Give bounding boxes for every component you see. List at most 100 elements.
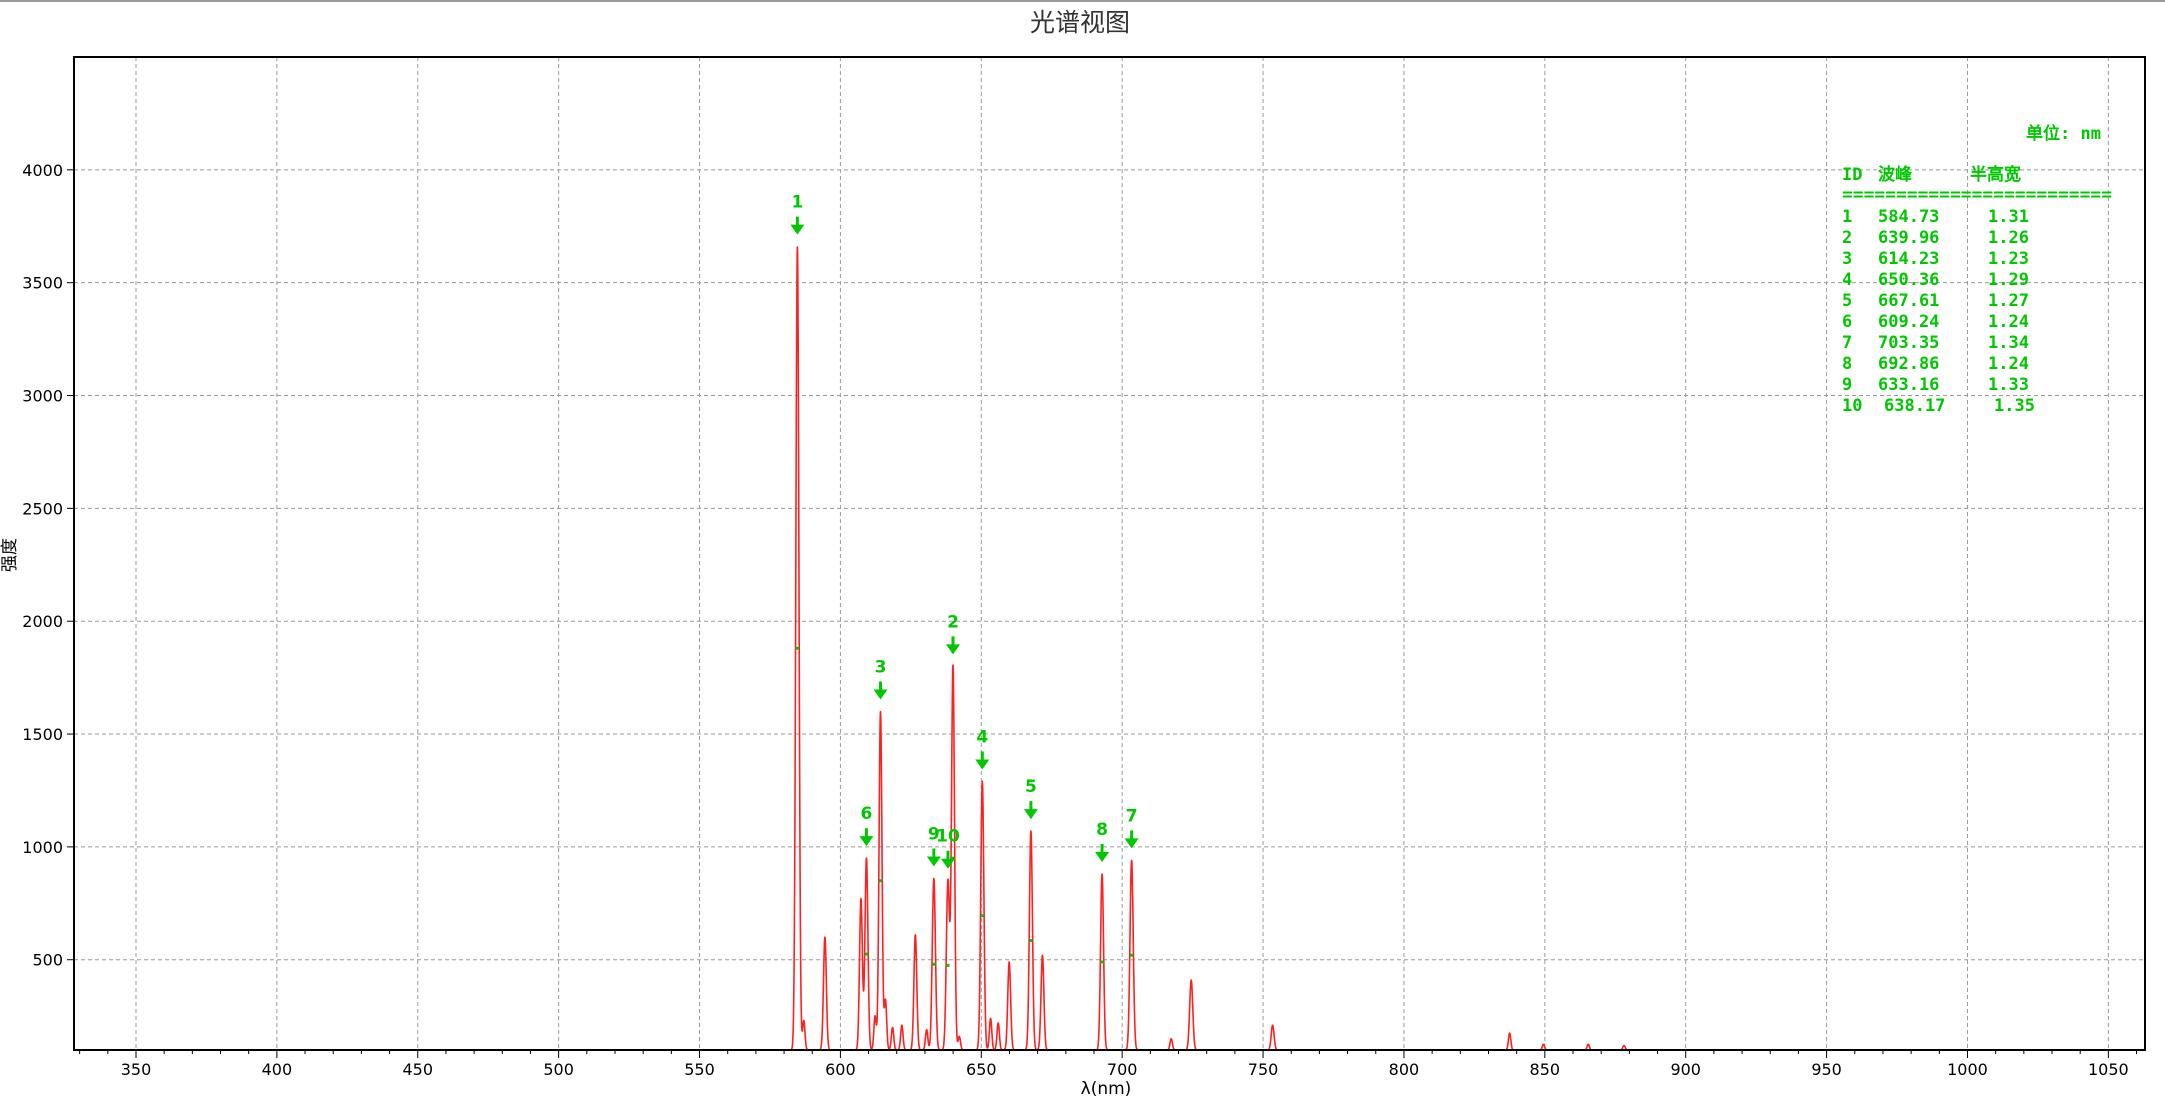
table-cell-id: 8 — [1842, 354, 1852, 374]
x-tick-label: 750 — [1248, 1060, 1279, 1079]
table-cell-id: 10 — [1842, 396, 1862, 416]
table-cell-fwhm: 1.27 — [1988, 291, 2029, 311]
unit-label: 单位: nm — [2026, 123, 2101, 144]
peak-marker-6: 6 — [859, 804, 874, 847]
peak-label: 9 — [928, 824, 940, 844]
y-tick-label: 1500 — [22, 725, 63, 744]
table-cell-id: 5 — [1842, 291, 1852, 311]
table-header-0: ID — [1842, 165, 1862, 185]
peak-arrow-head — [946, 644, 961, 655]
x-tick-label: 700 — [1107, 1060, 1138, 1079]
spectrum-series — [755, 246, 1659, 1051]
x-tick-label: 400 — [262, 1060, 293, 1079]
y-tick-label: 2500 — [22, 499, 63, 518]
peak-label: 6 — [861, 804, 873, 824]
table-separator: ========================= — [1842, 185, 2112, 205]
peak-label: 10 — [936, 827, 960, 847]
peak-arrow-head — [859, 836, 874, 847]
x-tick-label: 1050 — [2088, 1060, 2129, 1079]
table-cell-id: 6 — [1842, 312, 1852, 332]
table-cell-fwhm: 1.26 — [1988, 228, 2029, 248]
peak-marker-2: 2 — [946, 612, 961, 655]
table-cell-fwhm: 1.33 — [1988, 375, 2029, 395]
table-cell-id: 3 — [1842, 249, 1852, 269]
table-header-2: 半高宽 — [1970, 164, 2021, 185]
peak-arrow-head — [926, 856, 941, 867]
x-tick-label: 650 — [966, 1060, 997, 1079]
x-tick-label: 850 — [1530, 1060, 1561, 1079]
y-tick-label: 3500 — [22, 274, 63, 293]
x-tick-label: 350 — [121, 1060, 152, 1079]
x-tick-label: 550 — [684, 1060, 715, 1079]
table-cell-peak: 609.24 — [1878, 312, 1939, 332]
peak-arrow-head — [1095, 851, 1110, 862]
table-header-1: 波峰 — [1878, 164, 1913, 185]
table-cell-id: 4 — [1842, 270, 1852, 290]
table-cell-peak: 703.35 — [1878, 333, 1939, 353]
half-height-dot — [864, 952, 868, 956]
half-height-dot — [879, 879, 883, 883]
half-height-dot — [980, 914, 984, 918]
plot-frame — [73, 56, 2146, 1051]
table-cell-fwhm: 1.31 — [1988, 207, 2029, 227]
peak-arrow-head — [940, 858, 955, 869]
half-height-dot — [1130, 953, 1134, 957]
peak-marker-4: 4 — [975, 727, 990, 770]
peak-label: 2 — [947, 612, 959, 632]
y-tick-label: 1000 — [22, 838, 63, 857]
half-height-dot — [951, 856, 955, 860]
spectrum-line — [755, 246, 1659, 1051]
grid — [74, 57, 2145, 1050]
table-cell-id: 9 — [1842, 375, 1852, 395]
peak-label: 5 — [1025, 777, 1037, 797]
peak-label: 1 — [791, 193, 803, 213]
half-height-dot — [932, 962, 936, 966]
table-cell-fwhm: 1.35 — [1994, 396, 2035, 416]
x-tick-label: 500 — [543, 1060, 574, 1079]
table-cell-peak: 633.16 — [1878, 375, 1939, 395]
table-cell-peak: 667.61 — [1878, 291, 1939, 311]
peak-marker-1: 1 — [790, 193, 805, 235]
table-cell-fwhm: 1.29 — [1988, 270, 2029, 290]
half-height-dot — [1100, 960, 1104, 964]
table-cell-fwhm: 1.23 — [1988, 249, 2029, 269]
x-tick-label: 900 — [1670, 1060, 1701, 1079]
peak-label: 7 — [1126, 806, 1138, 826]
peak-arrow-head — [790, 224, 805, 235]
peak-arrow-head — [1124, 838, 1139, 849]
peak-label: 8 — [1096, 820, 1108, 840]
table-cell-id: 2 — [1842, 228, 1852, 248]
peak-label: 4 — [976, 727, 988, 747]
peak-marker-8: 8 — [1095, 820, 1110, 862]
y-tick-label: 500 — [32, 951, 63, 970]
x-tick-label: 450 — [402, 1060, 433, 1079]
x-tick-label: 600 — [825, 1060, 856, 1079]
chart-title: 光谱视图 — [1030, 8, 1130, 37]
y-axis-title: 强度 — [0, 538, 20, 572]
peak-marker-9: 9 — [926, 824, 941, 867]
y-tick-label: 3000 — [22, 387, 63, 406]
half-height-dot — [1029, 939, 1033, 943]
axes: 350 400 450 500 550 600 650 700 750 800 850 900 950 1… — [22, 56, 2146, 1079]
table-cell-peak: 639.96 — [1878, 228, 1939, 248]
table-cell-peak: 650.36 — [1878, 270, 1939, 290]
peak-label: 3 — [875, 657, 887, 677]
x-tick-label: 1000 — [1947, 1060, 1988, 1079]
table-cell-fwhm: 1.24 — [1988, 312, 2029, 332]
table-cell-id: 1 — [1842, 207, 1852, 227]
x-tick-label: 800 — [1389, 1060, 1420, 1079]
peak-marker-7: 7 — [1124, 806, 1139, 849]
half-height-dot — [795, 646, 799, 650]
x-tick-label: 950 — [1811, 1060, 1842, 1079]
peak-markers: 1 2 3 4 5 6 78 910 — [790, 193, 1139, 869]
peak-arrow-head — [975, 759, 990, 770]
y-tick-label: 4000 — [22, 161, 63, 180]
table-cell-peak: 614.23 — [1878, 249, 1939, 269]
peak-arrow-head — [873, 689, 888, 700]
peak-arrow-head — [1023, 809, 1038, 820]
table-cell-id: 7 — [1842, 333, 1852, 353]
table-cell-peak: 584.73 — [1878, 207, 1939, 227]
peak-table: 单位: nm ID 波峰 半高宽=========================1 5… — [1842, 123, 2112, 416]
x-axis-title: λ(nm) — [1081, 1079, 1132, 1097]
